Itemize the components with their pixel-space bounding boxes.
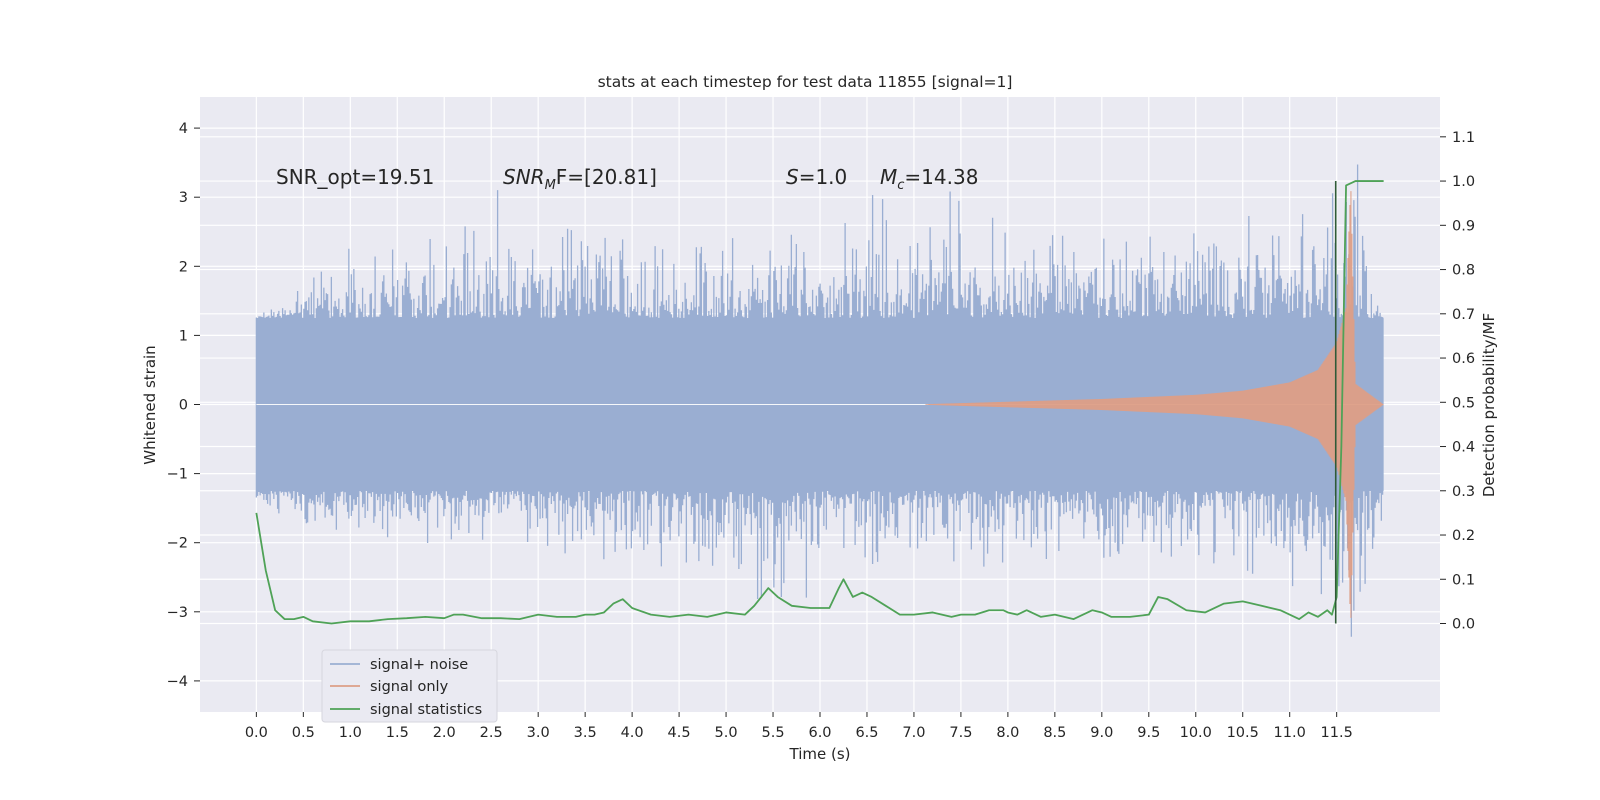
s-symbol: S bbox=[786, 165, 799, 189]
mc-symbol: M bbox=[880, 165, 897, 189]
x-tick-label: 8.0 bbox=[996, 725, 1019, 741]
x-tick-label: 6.0 bbox=[808, 725, 831, 741]
right-y-tick-label: 0.9 bbox=[1452, 218, 1475, 234]
x-tick-label: 3.0 bbox=[527, 725, 550, 741]
x-tick-label: 6.5 bbox=[855, 725, 878, 741]
legend-label-signal-noise: signal+ noise bbox=[370, 657, 468, 673]
y-axis-label: Whitened strain bbox=[141, 345, 159, 464]
snr-mf-symbol: SNR bbox=[503, 165, 545, 189]
y-tick-label: 1 bbox=[179, 328, 188, 344]
x-tick-label: 4.0 bbox=[621, 725, 644, 741]
y-tick-label: 3 bbox=[179, 190, 188, 206]
x-axis-ticks: 0.0 0.5 1.0 1.5 2.0 2.5 3.0 3.5 4.0 4.5 5.0 5.5 6.0 6… bbox=[245, 712, 1353, 741]
y-tick-label: −4 bbox=[167, 674, 188, 690]
x-tick-label: 11.5 bbox=[1321, 725, 1353, 741]
signal-statistics-line bbox=[255, 180, 1384, 625]
right-y-tick-label: 1.1 bbox=[1452, 130, 1475, 146]
right-y-tick-label: 0.5 bbox=[1452, 395, 1475, 411]
right-y-tick-label: 0.8 bbox=[1452, 263, 1475, 279]
y-tick-label: 4 bbox=[179, 121, 188, 137]
legend-label-signal-only: signal only bbox=[370, 679, 449, 695]
x-tick-label: 5.0 bbox=[715, 725, 738, 741]
chart-title: stats at each timestep for test data 118… bbox=[598, 73, 1013, 91]
snr-mf-annotation: SNRMF=[20.81] bbox=[503, 165, 657, 193]
mc-value: =14.38 bbox=[904, 165, 978, 189]
signal-statistics-series bbox=[255, 180, 1384, 625]
right-y-tick-label: 0.1 bbox=[1452, 572, 1475, 588]
x-tick-label: 0.0 bbox=[245, 725, 268, 741]
s-value: =1.0 bbox=[799, 165, 848, 189]
signal-noise-line bbox=[255, 164, 1384, 637]
y-tick-label: 0 bbox=[179, 398, 188, 414]
x-tick-label: 4.5 bbox=[668, 725, 691, 741]
x-tick-label: 9.5 bbox=[1137, 725, 1160, 741]
x-tick-label: 3.5 bbox=[574, 725, 597, 741]
x-tick-label: 7.5 bbox=[949, 725, 972, 741]
mc-subscript: c bbox=[897, 178, 904, 193]
x-tick-label: 10.0 bbox=[1180, 725, 1212, 741]
y-tick-label: −1 bbox=[167, 467, 188, 483]
plot-area bbox=[255, 164, 1384, 637]
right-y-axis-ticks: 0.0 0.1 0.2 0.3 0.4 0.5 0.6 0.7 0.8 0.9 1.0 1.1 bbox=[1440, 130, 1475, 633]
x-tick-label: 5.5 bbox=[761, 725, 784, 741]
right-y-tick-label: 0.0 bbox=[1452, 617, 1475, 633]
mc-annotation: Mc=14.38 bbox=[880, 165, 978, 193]
right-y-tick-label: 0.3 bbox=[1452, 484, 1475, 500]
x-tick-label: 8.5 bbox=[1043, 725, 1066, 741]
x-axis-label: Time (s) bbox=[789, 745, 851, 763]
x-tick-label: 9.0 bbox=[1090, 725, 1113, 741]
legend-label-signal-statistics: signal statistics bbox=[370, 702, 482, 718]
legend-box bbox=[321, 649, 498, 723]
y-tick-label: 2 bbox=[179, 259, 188, 275]
snr-opt-annotation: SNR_opt=19.51 bbox=[276, 165, 434, 189]
x-tick-label: 1.5 bbox=[386, 725, 409, 741]
x-tick-label: 10.5 bbox=[1227, 725, 1259, 741]
right-y-tick-label: 0.6 bbox=[1452, 351, 1475, 367]
right-y-axis-label: Detection probability/MF bbox=[1480, 313, 1498, 497]
y-axis-ticks: −4 −3 −2 −1 0 1 2 3 4 bbox=[167, 121, 200, 690]
y-tick-label: −3 bbox=[167, 605, 188, 621]
snr-mf-subscript: M bbox=[545, 178, 556, 193]
signal-only-line bbox=[925, 191, 1384, 618]
right-y-tick-label: 1.0 bbox=[1452, 174, 1475, 190]
signal-only-series bbox=[925, 191, 1384, 618]
snr-mf-value: F=[20.81] bbox=[556, 165, 657, 189]
x-tick-label: 11.0 bbox=[1274, 725, 1306, 741]
right-y-tick-label: 0.4 bbox=[1452, 440, 1475, 456]
right-y-tick-label: 0.2 bbox=[1452, 528, 1475, 544]
x-tick-label: 7.0 bbox=[902, 725, 925, 741]
x-tick-label: 0.5 bbox=[292, 725, 315, 741]
x-tick-label: 2.0 bbox=[433, 725, 456, 741]
y-tick-label: −2 bbox=[167, 536, 188, 552]
x-tick-label: 2.5 bbox=[480, 725, 503, 741]
legend: signal+ noise signal only signal statist… bbox=[321, 649, 498, 723]
s-annotation: S=1.0 bbox=[786, 165, 847, 189]
right-y-tick-label: 0.7 bbox=[1452, 307, 1475, 323]
x-tick-label: 1.0 bbox=[339, 725, 362, 741]
